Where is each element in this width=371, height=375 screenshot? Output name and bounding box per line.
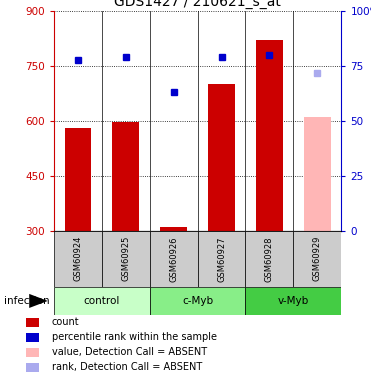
- Bar: [26, 363, 39, 372]
- Bar: [256, 40, 283, 231]
- Bar: [65, 128, 91, 231]
- FancyBboxPatch shape: [54, 231, 102, 287]
- Text: value, Detection Call = ABSENT: value, Detection Call = ABSENT: [52, 347, 207, 357]
- FancyBboxPatch shape: [102, 231, 150, 287]
- Polygon shape: [29, 294, 48, 308]
- Text: percentile rank within the sample: percentile rank within the sample: [52, 332, 217, 342]
- Bar: [209, 84, 235, 231]
- Text: v-Myb: v-Myb: [278, 296, 309, 306]
- FancyBboxPatch shape: [293, 231, 341, 287]
- FancyBboxPatch shape: [197, 231, 246, 287]
- Text: GSM60924: GSM60924: [73, 236, 82, 281]
- Text: infection: infection: [4, 296, 49, 306]
- Bar: [26, 348, 39, 357]
- Title: GDS1427 / 210621_s_at: GDS1427 / 210621_s_at: [114, 0, 281, 9]
- Bar: [150, 287, 246, 315]
- Text: c-Myb: c-Myb: [182, 296, 213, 306]
- Text: rank, Detection Call = ABSENT: rank, Detection Call = ABSENT: [52, 363, 202, 372]
- Bar: [304, 117, 331, 231]
- Bar: [26, 333, 39, 342]
- Bar: [112, 122, 139, 231]
- Text: GSM60929: GSM60929: [313, 236, 322, 281]
- Text: GSM60927: GSM60927: [217, 236, 226, 282]
- FancyBboxPatch shape: [246, 231, 293, 287]
- Bar: [26, 318, 39, 327]
- Text: GSM60928: GSM60928: [265, 236, 274, 282]
- Bar: [54, 287, 150, 315]
- Bar: [160, 227, 187, 231]
- Bar: [246, 287, 341, 315]
- Text: control: control: [83, 296, 120, 306]
- Text: count: count: [52, 317, 79, 327]
- Text: GSM60925: GSM60925: [121, 236, 130, 281]
- FancyBboxPatch shape: [150, 231, 197, 287]
- Text: GSM60926: GSM60926: [169, 236, 178, 282]
